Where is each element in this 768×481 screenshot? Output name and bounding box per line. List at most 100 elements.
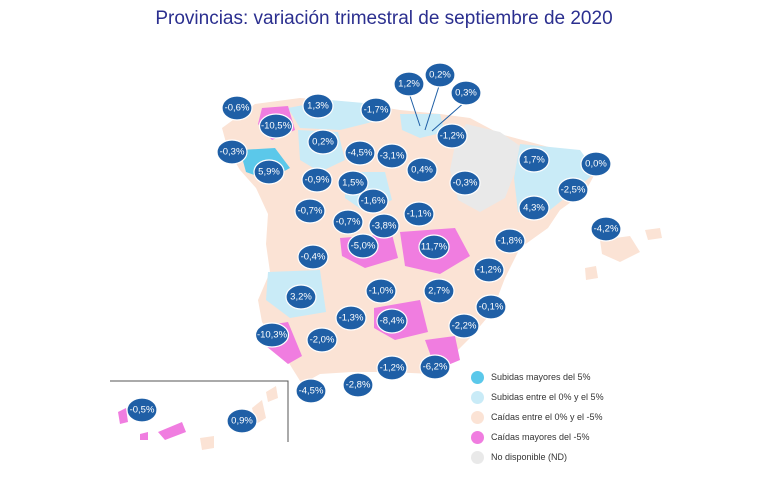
canarias-inset-border [110,380,289,442]
province-value-label: 1,5% [342,178,364,189]
value-bubble-shape [295,378,327,404]
province-value-label: -5,0% [351,241,376,252]
legend-item: Caídas mayores del -5% [471,427,604,447]
legend: Subidas mayores del 5% Subidas entre el 0… [471,367,604,467]
value-bubble-shape [294,198,326,224]
province-value-label: -1,0% [369,286,394,297]
province-value-bubble: -0,9% [301,167,333,193]
province-value-label: -6,2% [423,362,448,373]
province-value-bubble: -1,2% [376,355,408,381]
value-bubble-shape [580,151,612,177]
province-value-label: -0,6% [225,103,250,114]
province-value-bubble: -10,3% [254,322,290,348]
province-value-label: -0,7% [336,217,361,228]
province-value-label: -0,4% [301,252,326,263]
province-value-label: 0,4% [411,165,433,176]
province-value-label: -10,3% [257,330,288,341]
province-value-bubble: -8,4% [376,308,408,334]
province-value-label: 1,2% [398,79,420,90]
value-bubble-shape [393,71,425,97]
province-value-label: -1,6% [361,196,386,207]
value-bubble-shape [221,95,253,121]
province-value-label: 0,2% [429,70,451,81]
baleares-mallorca [600,236,640,262]
province-value-bubble: 0,9% [226,408,258,434]
province-value-label: -1,2% [380,363,405,374]
leader-line-alava [408,92,421,127]
value-bubble-shape [475,294,507,320]
value-bubble-shape [473,257,505,283]
value-bubble-shape [406,157,438,183]
legend-label: No disponible (ND) [491,452,568,462]
province-value-label: -0,5% [130,405,155,416]
province-value-label: -1,7% [364,105,389,116]
legend-label: Subidas mayores del 5% [491,372,591,382]
leader-line-navarra [431,100,467,132]
province-value-label: 2,7% [428,286,450,297]
province-value-bubble: -0,4% [297,244,329,270]
legend-swatch [471,430,484,444]
value-bubble-shape [418,234,450,260]
canarias-grancanaria [200,436,214,450]
province-value-label: 1,3% [307,101,329,112]
value-bubble-shape [424,62,456,88]
value-bubble-shape [376,355,408,381]
value-bubble-shape [365,278,397,304]
province-value-bubble: -0,3% [216,139,248,165]
province-value-bubble: -2,5% [557,177,589,203]
province-value-label: 0,0% [585,159,607,170]
province-value-label: -8,4% [380,316,405,327]
province-value-label: 1,7% [523,155,545,166]
province-value-bubble: -1,0% [365,278,397,304]
value-bubble-shape [403,201,435,227]
province-value-label: -4,5% [348,148,373,159]
province-value-bubble: -1,3% [335,305,367,331]
province-value-bubble: -1,6% [357,188,389,214]
province-value-bubble: 1,5% [337,170,369,196]
value-bubble-shape [449,170,481,196]
province-value-bubble: 1,2% [393,71,425,97]
legend-swatch [471,410,484,424]
province-value-bubble: -0,7% [332,209,364,235]
value-bubble-shape [258,113,294,139]
value-bubble-shape [253,159,285,185]
province-value-bubble: -5,0% [347,233,379,259]
province-value-label: 11,7% [421,242,448,253]
province-value-label: -0,3% [453,178,478,189]
legend-label: Caídas entre el 0% y el -5% [491,412,603,422]
province-value-label: -0,7% [298,206,323,217]
legend-label: Caídas mayores del -5% [491,432,590,442]
province-value-bubble: -0,5% [126,397,158,423]
province-value-label: -1,3% [339,313,364,324]
province-value-bubble: 1,3% [302,93,334,119]
province-value-bubble: 11,7% [418,234,450,260]
baleares-ibiza [585,266,598,280]
value-bubble-shape [376,143,408,169]
province-value-bubble: -1,1% [403,201,435,227]
legend-item: No disponible (ND) [471,447,604,467]
value-bubble-shape [126,397,158,423]
province-value-label: 0,9% [231,416,253,427]
province-value-label: -0,9% [305,175,330,186]
province-value-bubble: 1,7% [518,147,550,173]
value-bubble-shape [557,177,589,203]
value-bubble-shape [301,167,333,193]
province-value-label: 0,2% [312,137,334,148]
value-bubble-shape [302,93,334,119]
province-value-bubble: 0,4% [406,157,438,183]
legend-swatch [471,450,484,464]
region-pais-vasco [400,114,445,138]
value-bubble-shape [518,195,550,221]
legend-item: Caídas entre el 0% y el -5% [471,407,604,427]
leader-line-guipuzcoa [424,82,441,131]
province-value-label: 0,3% [455,88,477,99]
legend-swatch [471,390,484,404]
province-value-bubble: -4,5% [295,378,327,404]
value-bubble-shape [307,129,339,155]
province-value-label: -1,1% [407,209,432,220]
province-value-label: -0,1% [479,302,504,313]
legend-item: Subidas mayores del 5% [471,367,604,387]
value-bubble-shape [285,284,317,310]
province-value-bubble: -0,7% [294,198,326,224]
province-value-bubble: -0,6% [221,95,253,121]
